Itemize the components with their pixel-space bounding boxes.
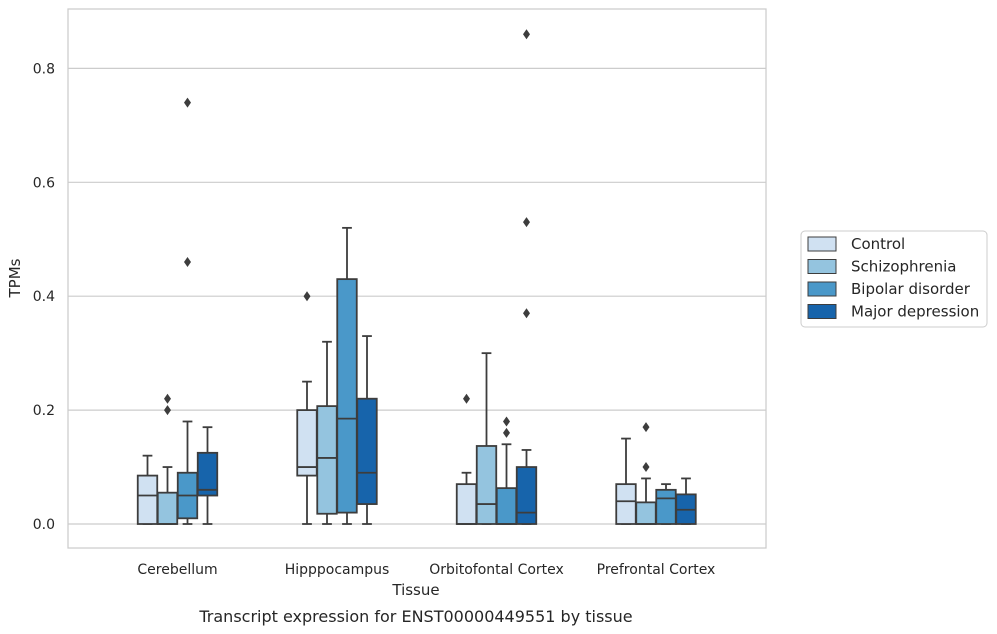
box-bipolar-disorder xyxy=(655,483,677,525)
legend-swatch xyxy=(807,259,837,274)
gridlines xyxy=(68,67,766,525)
box-body xyxy=(655,488,677,525)
outlier-point xyxy=(164,393,171,404)
box-control xyxy=(455,393,478,525)
legend-label: Bipolar disorder xyxy=(851,280,971,298)
box-body xyxy=(336,278,358,514)
y-tick-label: 0.0 xyxy=(33,517,55,533)
box-major-depression xyxy=(196,426,219,525)
outlier-point xyxy=(523,308,530,319)
box-body xyxy=(316,405,338,515)
box-body xyxy=(635,501,657,525)
legend-swatch xyxy=(807,281,837,297)
box-body xyxy=(296,409,318,477)
legend-swatch xyxy=(807,304,837,319)
box-major-depression xyxy=(356,335,378,525)
box-major-depression xyxy=(675,477,697,525)
y-tick-label: 0.8 xyxy=(33,61,55,77)
box-body xyxy=(156,491,179,525)
box-body xyxy=(196,451,219,497)
outlier-point xyxy=(184,97,191,108)
box-body xyxy=(455,483,478,525)
outlier-point xyxy=(642,462,650,473)
box-schizophrenia xyxy=(316,340,338,525)
box-body xyxy=(356,397,378,505)
legend-label: Control xyxy=(851,235,905,253)
box-major-depression xyxy=(515,29,538,525)
x-axis-title: Tissue xyxy=(391,581,439,599)
outlier-point xyxy=(503,427,510,438)
legend-frame xyxy=(800,230,988,328)
outlier-point xyxy=(303,291,311,302)
box-control xyxy=(615,437,637,525)
box-body xyxy=(136,474,159,525)
box-control xyxy=(296,291,318,525)
plot-frame xyxy=(67,8,767,549)
legend-entries: Control Schizophrenia Bipolar disorder Majo… xyxy=(807,235,979,321)
box-plot-marks xyxy=(136,29,697,525)
box-body xyxy=(615,483,637,525)
outlier-point xyxy=(523,29,530,40)
outlier-point xyxy=(642,422,650,433)
box-bipolar-disorder xyxy=(495,416,518,525)
y-tick-label: 0.6 xyxy=(33,175,55,191)
outlier-point xyxy=(503,416,510,427)
outlier-point xyxy=(463,393,470,404)
box-schizophrenia xyxy=(156,393,179,525)
legend-label: Schizophrenia xyxy=(851,258,956,276)
x-tick-label: Prefrontal Cortex xyxy=(597,562,716,578)
x-tick-label: Cerebellum xyxy=(137,562,217,578)
outlier-point xyxy=(523,217,530,228)
box-control xyxy=(136,454,159,525)
y-tick-label: 0.2 xyxy=(33,403,55,419)
y-tick-label: 0.4 xyxy=(33,289,55,305)
box-body xyxy=(515,466,538,525)
legend-label: Major depression xyxy=(851,303,979,321)
box-body xyxy=(495,487,518,525)
chart-caption: Transcript expression for ENST0000044955… xyxy=(198,607,632,626)
y-axis-title: TPMs xyxy=(6,258,24,298)
outlier-point xyxy=(184,257,191,268)
box-schizophrenia xyxy=(635,422,657,525)
legend-swatch xyxy=(807,236,837,252)
box-bipolar-disorder xyxy=(176,97,199,525)
box-body xyxy=(475,445,498,525)
x-axis-ticks: Cerebellum Hipppocampus Orbitofontal Corte… xyxy=(137,562,715,578)
y-axis-ticks: 0.0 0.2 0.4 0.6 0.8 xyxy=(33,61,55,533)
x-tick-label: Hipppocampus xyxy=(285,562,390,578)
legend: Control Schizophrenia Bipolar disorder Majo… xyxy=(800,230,988,328)
x-tick-label: Orbitofontal Cortex xyxy=(429,562,564,578)
box-bipolar-disorder xyxy=(336,226,358,525)
box-schizophrenia xyxy=(475,352,498,525)
outlier-point xyxy=(164,405,171,416)
